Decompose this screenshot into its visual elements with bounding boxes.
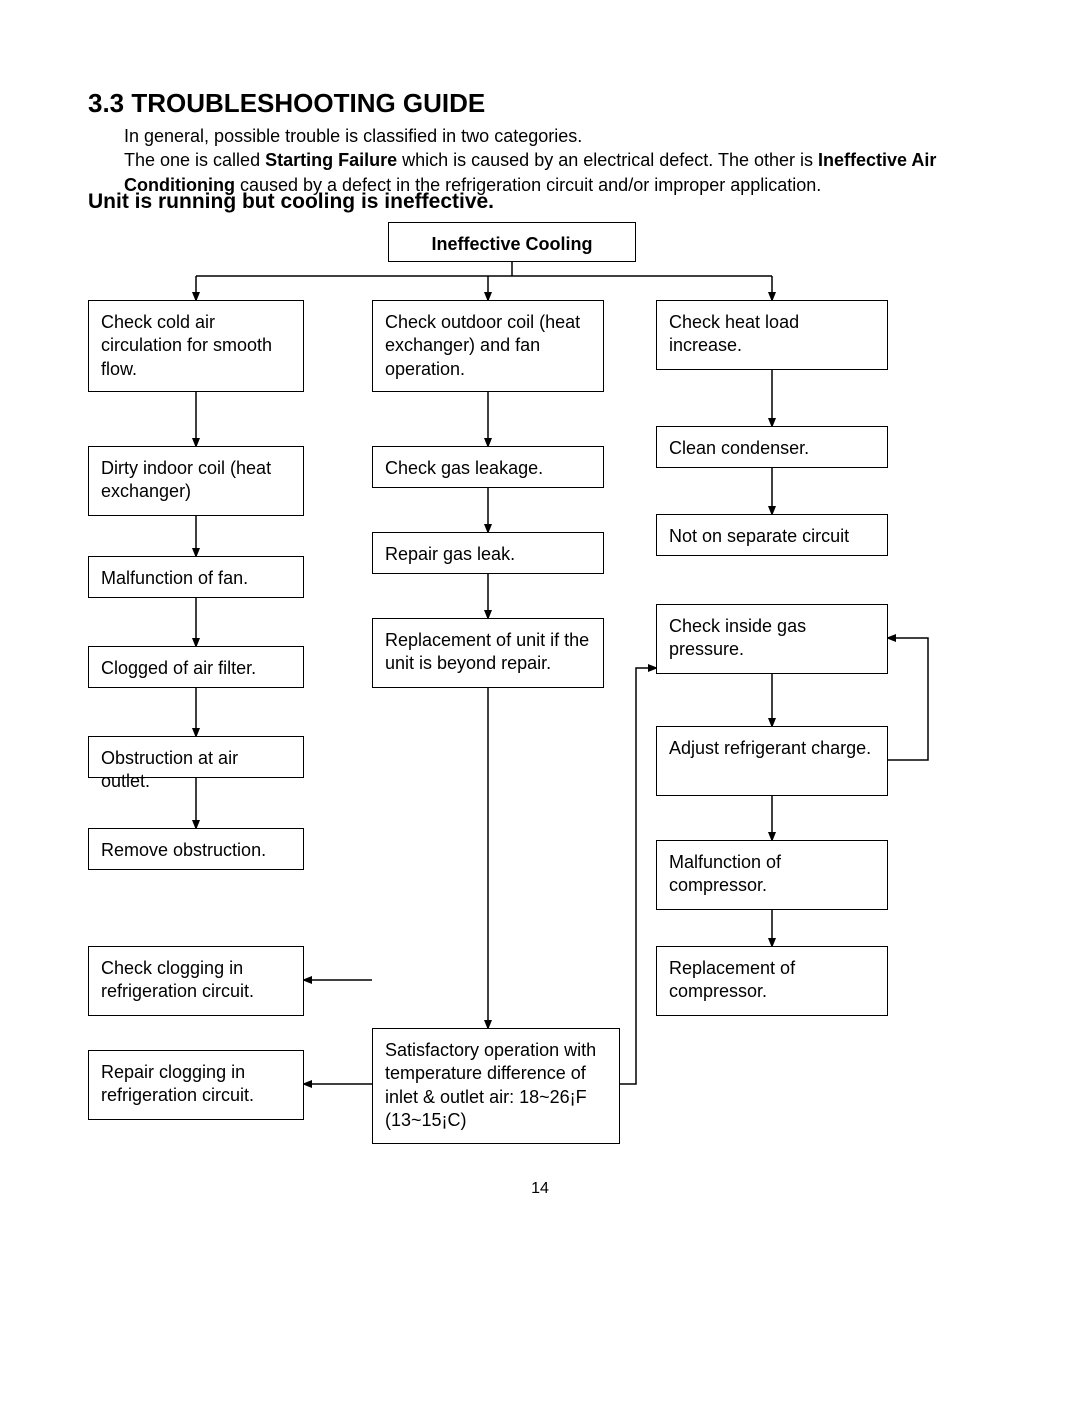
section-heading: 3.3 TROUBLESHOOTING GUIDE — [88, 88, 485, 119]
section-number: 3.3 — [88, 88, 131, 118]
flowchart-node-b2: Repair clogging in refrigeration circuit… — [88, 1050, 304, 1120]
flowchart-node-d3: Not on separate circuit — [656, 514, 888, 556]
flowchart-node-a6: Remove obstruction. — [88, 828, 304, 870]
flowchart-edge-19 — [888, 638, 928, 760]
flowchart-node-a4: Clogged of air filter. — [88, 646, 304, 688]
flowchart-edge-23 — [620, 980, 636, 1084]
flowchart-node-a5: Obstruction at air outlet. — [88, 736, 304, 778]
flowchart-node-c4: Replacement of unit if the unit is beyon… — [372, 618, 604, 688]
subsection-heading: Unit is running but cooling is ineffecti… — [88, 190, 494, 214]
flowchart-node-outcome: Satisfactory operation with temperature … — [372, 1028, 620, 1144]
flowchart-edge-16 — [636, 668, 656, 980]
flowchart-node-c1: Check outdoor coil (heat exchanger) and … — [372, 300, 604, 392]
flowchart-node-root: Ineffective Cooling — [388, 222, 636, 262]
section-title: TROUBLESHOOTING GUIDE — [131, 88, 485, 118]
flowchart-node-d7: Replacement of compressor. — [656, 946, 888, 1016]
page-number: 14 — [0, 1180, 1080, 1198]
flowchart-node-d1: Check heat load increase. — [656, 300, 888, 370]
flowchart-node-d4: Check inside gas pressure. — [656, 604, 888, 674]
flowchart-node-b1: Check clogging in refrigera­tion circuit… — [88, 946, 304, 1016]
flowchart-node-d5: Adjust refrigerant charge. — [656, 726, 888, 796]
flowchart-node-c2: Check gas leakage. — [372, 446, 604, 488]
flowchart-node-c3: Repair gas leak. — [372, 532, 604, 574]
flowchart-node-d6: Malfunction of compressor. — [656, 840, 888, 910]
page: 3.3 TROUBLESHOOTING GUIDE In general, po… — [0, 0, 1080, 1405]
flowchart-node-d2: Clean condenser. — [656, 426, 888, 468]
flowchart-node-a3: Malfunction of fan. — [88, 556, 304, 598]
intro-text: In general, possible trouble is classifi… — [124, 124, 994, 197]
flowchart-node-a1: Check cold air circulation for smooth fl… — [88, 300, 304, 392]
flowchart-node-a2: Dirty indoor coil (heat exchanger) — [88, 446, 304, 516]
